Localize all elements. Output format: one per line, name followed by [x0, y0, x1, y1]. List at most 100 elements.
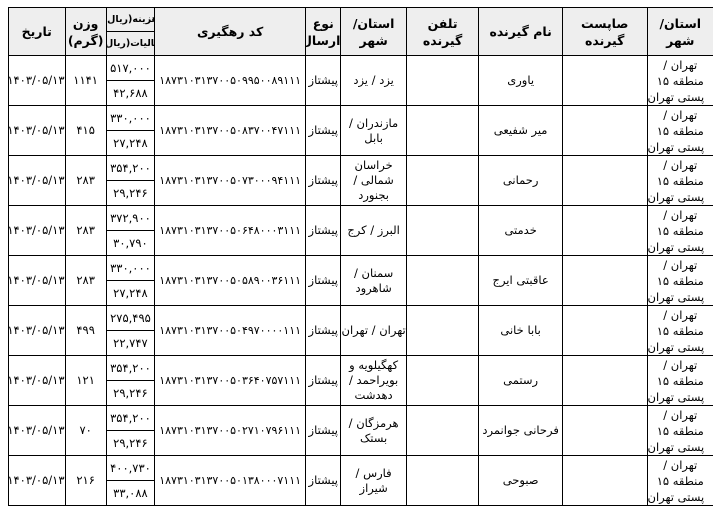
- receiver-postcode-cell: [561, 255, 648, 306]
- sender-city-cell: تهران / منطقه ۱۵ پستی تهران: [646, 155, 713, 206]
- tracking-code-cell: ۱۸۷۳۱۰۳۱۳۷۰۰۵۰۷۳۰۰۰۹۴۱۱۱: [154, 155, 307, 206]
- tax-value: ۳۳,۰۸۸: [107, 481, 153, 505]
- tracking-code: ۱۸۷۳۱۰۳۱۳۷۰۰۵۰۲۷۱۰۷۹۶۱۱۱: [159, 424, 302, 437]
- sender-line: تهران /: [663, 157, 698, 172]
- tracking-code-cell: ۱۸۷۳۱۰۳۱۳۷۰۰۵۰۲۷۱۰۷۹۶۱۱۱: [154, 405, 307, 456]
- tracking-code-cell: ۱۸۷۳۱۰۳۱۳۷۰۰۵۰۸۳۷۰۰۴۷۱۱۱: [154, 105, 307, 156]
- receiver-name-cell: رستمی: [478, 355, 563, 406]
- sender-line: پستی تهران: [647, 289, 705, 304]
- receiver-postcode-cell: [561, 55, 648, 106]
- cost-tax-cell: ۳۵۴,۲۰۰ ۲۹,۲۴۶: [105, 155, 156, 206]
- header-sender-city: استان/ شهر: [646, 7, 713, 56]
- date-text: ۱۴۰۳/۰۵/۱۳: [8, 223, 65, 237]
- header-cost-tax: هزینه(ریال) مالیات(ریال): [105, 7, 156, 56]
- cost-tax-cell: ۵۱۷,۰۰۰ ۴۲,۶۸۸: [105, 55, 156, 106]
- send-type-cell: پیشتاز: [305, 55, 342, 106]
- receiver-postcode-cell: [561, 155, 648, 206]
- sender-line: پستی تهران: [647, 439, 705, 454]
- tracking-code: ۱۸۷۳۱۰۳۱۳۷۰۰۵۰۹۹۵۰۰۸۹۱۱۱: [159, 74, 302, 87]
- sender-city-cell: تهران / منطقه ۱۵ پستی تهران: [646, 455, 713, 506]
- receiver-name-cell: فرحانی جوانمرد: [478, 405, 563, 456]
- table-row: تهران / منطقه ۱۵ پستی تهران رحمانی خراسان شم…: [8, 155, 713, 206]
- sender-line: پستی تهران: [647, 89, 705, 104]
- cost-tax-cell: ۳۳۰,۰۰۰ ۲۷,۲۴۸: [105, 105, 156, 156]
- header-tax: مالیات(ریال): [107, 38, 155, 49]
- tax-text: ۳۳,۰۸۸: [113, 485, 148, 500]
- date-cell: ۱۴۰۳/۰۵/۱۳: [8, 105, 66, 156]
- cost-value: ۳۳۰,۰۰۰: [107, 257, 154, 281]
- tracking-code: ۱۸۷۳۱۰۳۱۳۷۰۰۵۰۴۹۷۰۰۰۰۱۱۱: [159, 324, 302, 337]
- table-row: تهران / منطقه ۱۵ پستی تهران خدمتی البرز / کر…: [8, 205, 713, 256]
- date-cell: ۱۴۰۳/۰۵/۱۳: [8, 355, 66, 406]
- date-cell: ۱۴۰۳/۰۵/۱۳: [8, 305, 66, 356]
- table-row: تهران / منطقه ۱۵ پستی تهران فرحانی جوانمرد ه…: [8, 405, 713, 456]
- table-row: تهران / منطقه ۱۵ پستی تهران یاوری یزد / یزد پ…: [8, 55, 713, 106]
- tax-value: ۴۲,۶۸۸: [107, 81, 153, 105]
- table-row: تهران / منطقه ۱۵ پستی تهران میر شفیعی مازندر…: [8, 105, 713, 156]
- tax-value: ۲۹,۲۴۶: [107, 381, 153, 405]
- cost-tax-cell: ۴۰۰,۷۳۰ ۳۳,۰۸۸: [105, 455, 156, 506]
- receiver-name-cell: رحمانی: [478, 155, 563, 206]
- cost-text: ۳۳۰,۰۰۰: [110, 110, 151, 125]
- table-row: تهران / منطقه ۱۵ پستی تهران عاقبتی ایرج سمنا…: [8, 255, 713, 306]
- tax-text: ۲۹,۲۴۶: [113, 185, 148, 200]
- header-row: استان/ شهر صاپست گیرنده نام گیرنده تلفن …: [8, 7, 713, 56]
- header-receiver-phone: تلفن گیرنده: [405, 7, 480, 56]
- tax-value: ۳۰,۷۹۰: [107, 231, 153, 255]
- cost-text: ۳۵۴,۲۰۰: [110, 160, 151, 175]
- sender-city-cell: تهران / منطقه ۱۵ پستی تهران: [646, 55, 713, 106]
- send-type-cell: پیشتاز: [305, 305, 342, 356]
- receiver-phone-cell: [405, 405, 480, 456]
- cost-tax-cell: ۳۳۰,۰۰۰ ۲۷,۲۴۸: [105, 255, 156, 306]
- tracking-code-cell: ۱۸۷۳۱۰۳۱۳۷۰۰۵۰۴۹۷۰۰۰۰۱۱۱: [154, 305, 307, 356]
- sender-line: تهران /: [663, 207, 698, 222]
- receiver-city-cell: فارس / شیراز: [340, 455, 407, 506]
- tax-text: ۲۷,۲۴۸: [113, 135, 148, 150]
- cost-text: ۳۵۴,۲۰۰: [110, 360, 151, 375]
- weight-cell: ۴۹۹: [64, 305, 107, 356]
- send-type-cell: پیشتاز: [305, 155, 342, 206]
- receiver-name-cell: خدمتی: [478, 205, 563, 256]
- header-receiver-postcode: صاپست گیرنده: [561, 7, 648, 56]
- cost-value: ۲۷۵,۴۹۵: [107, 307, 154, 331]
- weight-cell: ۷۰: [64, 405, 107, 456]
- receiver-city-cell: مازندران / بابل: [340, 105, 407, 156]
- receiver-city-cell: کهگیلویه و بویراحمد / دهدشت: [340, 355, 407, 406]
- weight-cell: ۲۸۳: [64, 255, 107, 306]
- send-type-cell: پیشتاز: [305, 405, 342, 456]
- shipments-table: استان/ شهر صاپست گیرنده نام گیرنده تلفن …: [8, 7, 713, 506]
- sender-line: منطقه ۱۵: [656, 273, 704, 288]
- date-text: ۱۴۰۳/۰۵/۱۳: [8, 173, 65, 187]
- sender-line: پستی تهران: [647, 189, 705, 204]
- tracking-code-cell: ۱۸۷۳۱۰۳۱۳۷۰۰۵۰۵۸۹۰۰۳۶۱۱۱: [154, 255, 307, 306]
- receiver-postcode-cell: [561, 205, 648, 256]
- tracking-code-cell: ۱۸۷۳۱۰۳۱۳۷۰۰۵۰۹۹۵۰۰۸۹۱۱۱: [154, 55, 307, 106]
- receiver-phone-cell: [405, 255, 480, 306]
- sender-city-cell: تهران / منطقه ۱۵ پستی تهران: [646, 105, 713, 156]
- sender-city-cell: تهران / منطقه ۱۵ پستی تهران: [646, 255, 713, 306]
- receiver-city-cell: البرز / کرج: [340, 205, 407, 256]
- receiver-postcode-cell: [561, 305, 648, 356]
- cost-value: ۳۵۴,۲۰۰: [107, 407, 154, 431]
- sender-line: تهران /: [663, 357, 698, 372]
- receiver-city-cell: تهران / تهران: [340, 305, 407, 356]
- date-text: ۱۴۰۳/۰۵/۱۳: [8, 423, 65, 437]
- header-tracking-code: کد رهگیری: [154, 7, 307, 56]
- sender-line: تهران /: [663, 257, 698, 272]
- weight-cell: ۲۸۳: [64, 155, 107, 206]
- cost-text: ۴۰۰,۷۳۰: [110, 460, 151, 475]
- cost-value: ۳۵۴,۲۰۰: [107, 157, 154, 181]
- receiver-city-cell: سمنان / شاهرود: [340, 255, 407, 306]
- weight-cell: ۱۲۱: [64, 355, 107, 406]
- sender-line: تهران /: [663, 457, 698, 472]
- cost-text: ۳۳۰,۰۰۰: [110, 260, 151, 275]
- date-text: ۱۴۰۳/۰۵/۱۳: [8, 373, 65, 387]
- send-type-cell: پیشتاز: [305, 105, 342, 156]
- cost-tax-cell: ۲۷۵,۴۹۵ ۲۲,۷۴۷: [105, 305, 156, 356]
- header-weight: وزن (گرم): [64, 7, 107, 56]
- tracking-code: ۱۸۷۳۱۰۳۱۳۷۰۰۵۰۵۸۹۰۰۳۶۱۱۱: [159, 274, 302, 287]
- weight-cell: ۱۱۴۱: [64, 55, 107, 106]
- receiver-phone-cell: [405, 355, 480, 406]
- sender-line: منطقه ۱۵: [656, 123, 704, 138]
- receiver-phone-cell: [405, 305, 480, 356]
